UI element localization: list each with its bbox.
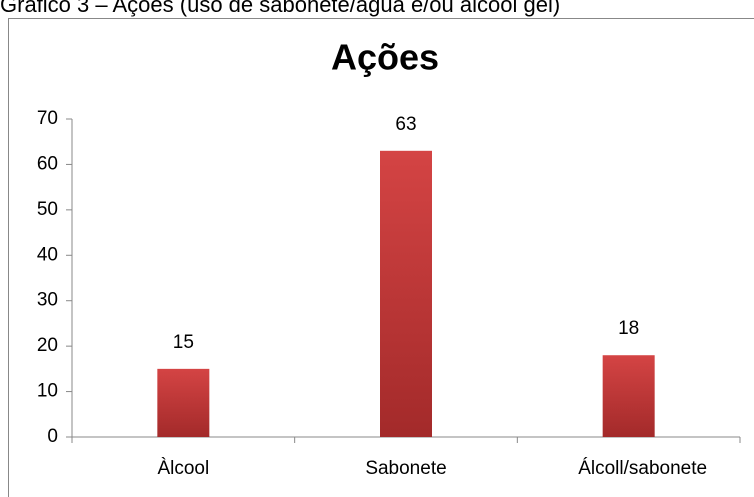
- data-label: 15: [173, 332, 194, 353]
- bar: [157, 368, 210, 437]
- y-tick-label: 40: [37, 244, 58, 265]
- bar: [602, 355, 655, 437]
- y-tick-label: 10: [37, 381, 58, 402]
- y-tick-label: 20: [37, 335, 58, 356]
- y-tick-label: 50: [37, 199, 58, 220]
- caption: Gráfico 3 – Ações (uso de sabonete/água …: [0, 0, 560, 17]
- y-tick-label: 60: [37, 153, 58, 174]
- y-tick-label: 0: [47, 426, 58, 447]
- y-tick-label: 70: [37, 108, 58, 129]
- data-label: 18: [618, 318, 639, 339]
- x-tick-label: Àlcool: [157, 458, 209, 479]
- data-label: 63: [395, 114, 416, 135]
- chart-title: Ações: [331, 37, 439, 78]
- chart-border: [8, 18, 754, 497]
- y-tick-label: 30: [37, 290, 58, 311]
- x-tick-label: Álcoll/sabonete: [578, 458, 707, 479]
- x-tick-label: Sabonete: [365, 458, 446, 479]
- bar: [380, 150, 432, 438]
